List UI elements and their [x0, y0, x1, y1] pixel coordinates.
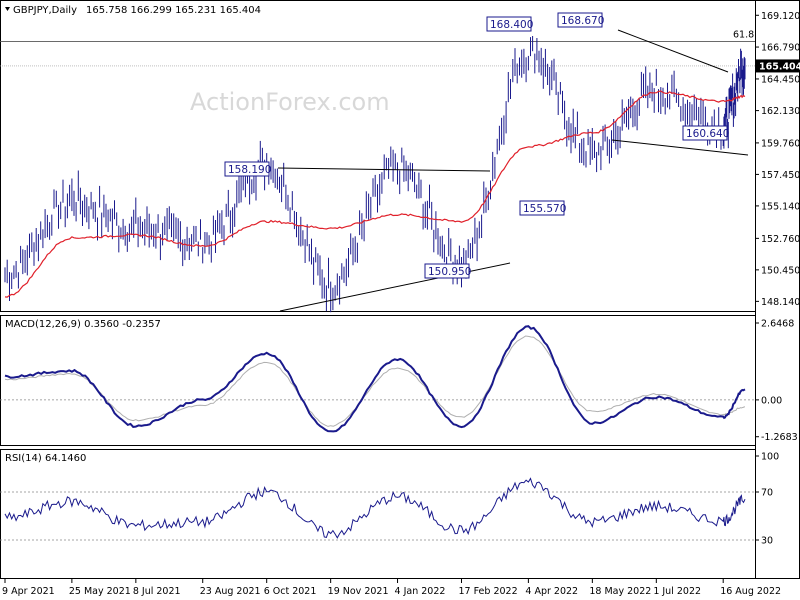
rsi-line [4, 477, 746, 539]
x-axis-tick-label: 1 Jul 2022 [653, 586, 701, 597]
price-annotation-box [519, 200, 565, 216]
price-axis-tick-label: 169.120 [761, 11, 800, 22]
price-axis-tick-label: 164.450 [761, 74, 800, 85]
last-price-tag [756, 59, 799, 73]
price-axis-tick-label: 150.450 [761, 265, 800, 276]
fib-level-label: 61.8 [733, 29, 754, 40]
macd-axis-tick-label: -1.2683 [761, 432, 798, 443]
x-axis-tick-label: 4 Apr 2022 [525, 586, 578, 597]
rsi-title: RSI(14) 64.1460 [5, 453, 86, 464]
price-annotation-label: 155.570 [523, 203, 566, 215]
trend-line [611, 139, 749, 156]
x-axis-tick-label: 18 May 2022 [589, 586, 651, 597]
price-title: GBPJPY,Daily 165.758 166.299 165.231 165… [5, 5, 261, 16]
symbol-title: GBPJPY,Daily [13, 5, 77, 16]
watermark: ActionForex.com [190, 88, 390, 116]
macd-axis-tick-label: 0.00 [761, 395, 782, 406]
rsi-panel-frame [0, 449, 756, 579]
x-axis-tick-label: 8 Jul 2021 [133, 586, 181, 597]
x-axis-tick-label: 23 Aug 2021 [200, 586, 261, 597]
axis-layer: 169.120 166.790 164.450 162.130 159.760 157.4… [2, 11, 800, 597]
x-axis-tick-label: 6 Oct 2021 [264, 586, 317, 597]
macd-signal-line [4, 335, 745, 427]
price-axis-tick-label: 166.790 [761, 43, 800, 54]
collapse-arrow-icon [5, 7, 10, 11]
ohlc-values: 165.758 166.299 165.231 165.404 [86, 5, 261, 16]
x-axis-tick-label: 19 Nov 2021 [328, 586, 389, 597]
rsi-axis-tick-label: 30 [761, 536, 773, 547]
price-annotation-label: 168.670 [561, 15, 604, 27]
price-layer: 61.8 158.190 150.950 168.400 168.670 155.570 1… [0, 12, 755, 313]
x-axis-tick-label: 9 Apr 2021 [2, 586, 55, 597]
x-axis-tick-label: 17 Feb 2022 [459, 586, 518, 597]
price-annotation-label: 160.640 [686, 128, 729, 140]
trend-line [277, 167, 491, 172]
price-axis-tick-label: 155.140 [761, 201, 800, 212]
macd-title: MACD(12,26,9) 0.3560 -0.2357 [5, 319, 161, 330]
price-annotation-box [486, 16, 532, 32]
price-annotation-label: 158.190 [228, 164, 271, 176]
macd-line [4, 325, 746, 433]
trend-line [279, 262, 511, 312]
x-axis-tick-label: 25 May 2021 [69, 586, 131, 597]
last-price-label: 165.404 [759, 61, 800, 72]
price-annotation-box [424, 263, 470, 279]
rsi-layer [0, 477, 755, 541]
price-annotation-box [682, 125, 728, 141]
rsi-axis-tick-label: 100 [761, 452, 779, 463]
price-axis-tick-label: 162.130 [761, 106, 800, 117]
rsi-axis-tick-label: 70 [761, 488, 773, 499]
price-axis-tick-label: 157.450 [761, 170, 800, 181]
x-axis-tick-label: 4 Jan 2022 [395, 586, 446, 597]
price-axis-tick-label: 159.760 [761, 138, 800, 149]
macd-axis-tick-label: 2.6468 [761, 318, 794, 329]
price-annotation-box [557, 12, 603, 28]
trend-line [617, 29, 729, 73]
x-axis-tick-label: 16 Aug 2022 [720, 586, 781, 597]
price-panel-frame [0, 0, 756, 312]
price-annotation-label: 150.950 [428, 266, 471, 278]
price-axis-tick-label: 152.760 [761, 234, 800, 245]
price-axis-tick-label: 148.140 [761, 297, 800, 308]
price-annotation-box [224, 161, 270, 177]
macd-layer [0, 325, 755, 433]
moving-average-line [4, 90, 746, 298]
price-annotation-label: 168.400 [490, 19, 533, 31]
